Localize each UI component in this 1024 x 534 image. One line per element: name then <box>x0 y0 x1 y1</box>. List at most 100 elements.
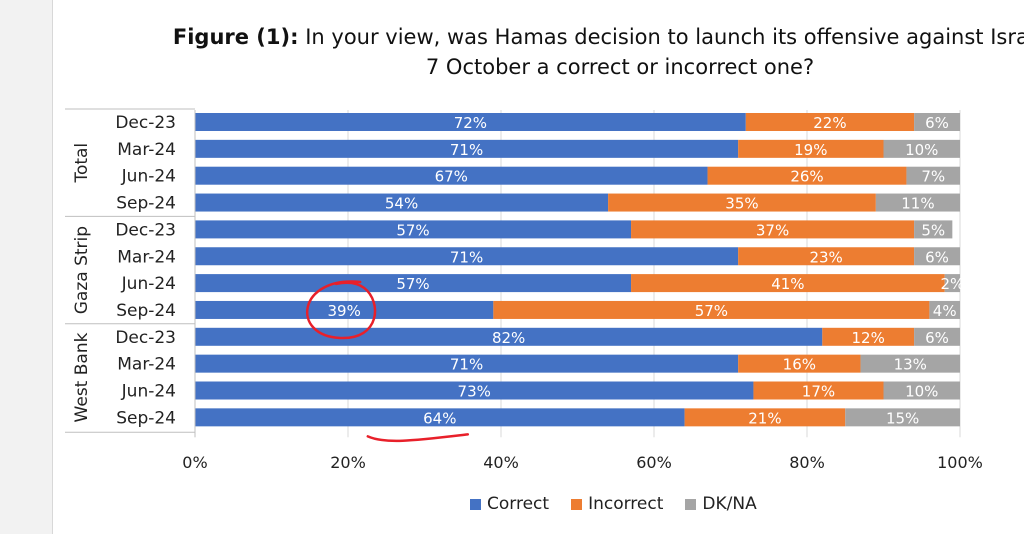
row-label: Sep-24 <box>116 408 176 428</box>
row-label: Sep-24 <box>116 301 176 321</box>
bar-segment-incorrect <box>493 300 930 319</box>
title-line-1: Figure (1): In your view, was Hamas deci… <box>120 22 1024 52</box>
bar-segment-incorrect <box>707 166 907 185</box>
bar-segment-incorrect <box>745 113 915 131</box>
data-label: 19% <box>794 141 827 159</box>
bar-segment-incorrect <box>684 408 846 427</box>
chart-title: Figure (1): In your view, was Hamas deci… <box>120 22 1024 82</box>
row-label: Dec-23 <box>115 328 176 348</box>
x-tick-label: 100% <box>937 453 983 472</box>
data-label: 67% <box>435 168 468 186</box>
data-label: 57% <box>695 302 728 320</box>
legend-label-correct: Correct <box>487 494 550 514</box>
bar-segment-dkna <box>883 381 960 400</box>
data-label: 15% <box>886 409 919 427</box>
group-label: West Bank <box>72 332 92 422</box>
data-label: 11% <box>901 195 934 213</box>
data-label: 16% <box>783 356 816 374</box>
bar-segment-incorrect <box>753 381 884 400</box>
bar-segment-dkna <box>914 327 960 346</box>
legend-label-incorrect: Incorrect <box>588 494 664 514</box>
data-label: 57% <box>396 221 429 239</box>
row-label: Mar-24 <box>117 355 176 375</box>
legend-swatch-correct <box>470 498 481 510</box>
annotation-circle <box>305 280 377 340</box>
row-label: Jun-24 <box>121 382 176 402</box>
bar-segment-correct <box>195 113 746 131</box>
annotation-underline <box>366 433 470 443</box>
bar-segment-incorrect <box>822 327 915 346</box>
legend: Correct Incorrect DK/NA <box>470 494 757 514</box>
bar-segment-correct <box>195 193 609 212</box>
bar-segment-correct <box>195 300 494 319</box>
bar-segment-dkna <box>944 274 960 293</box>
data-label: 13% <box>894 356 927 374</box>
data-label: 7% <box>921 168 945 186</box>
legend-item-dkna: DK/NA <box>685 494 757 514</box>
row-label: Sep-24 <box>116 194 176 214</box>
data-label: 21% <box>748 409 781 427</box>
data-label: 5% <box>921 221 945 239</box>
title-text-1: In your view, was Hamas decision to laun… <box>305 25 1024 49</box>
data-label: 6% <box>925 248 949 266</box>
group-label: Total <box>72 143 92 184</box>
bar-segment-correct <box>195 274 632 293</box>
data-label: 4% <box>933 302 957 320</box>
data-label: 54% <box>385 195 418 213</box>
data-label: 37% <box>756 221 789 239</box>
row-label: Jun-24 <box>121 274 176 294</box>
data-label: 6% <box>925 329 949 347</box>
bar-segment-dkna <box>875 193 960 212</box>
row-label: Jun-24 <box>121 167 176 187</box>
figure-frame <box>52 0 1024 534</box>
bar-segment-correct <box>195 327 823 346</box>
x-tick-label: 40% <box>483 453 519 472</box>
legend-swatch-dkna <box>685 498 697 510</box>
data-label: 71% <box>450 248 483 266</box>
group-label: Gaza Strip <box>72 226 92 314</box>
bar-segment-incorrect <box>631 274 945 293</box>
bar-segment-correct <box>195 408 685 427</box>
bar-segment-incorrect <box>738 139 884 158</box>
data-label: 72% <box>454 114 487 132</box>
x-tick-label: 80% <box>789 453 825 472</box>
data-label: 26% <box>790 168 823 186</box>
data-label: 57% <box>396 275 429 293</box>
row-label: Mar-24 <box>117 247 176 267</box>
row-label: Mar-24 <box>117 140 176 160</box>
legend-item-correct: Correct <box>470 494 549 514</box>
data-label: 71% <box>450 356 483 374</box>
bar-segment-correct <box>195 220 632 239</box>
legend-swatch-incorrect <box>571 498 583 510</box>
bar-segment-incorrect <box>631 220 915 239</box>
bar-segment-dkna <box>929 300 960 319</box>
data-label: 17% <box>802 383 835 401</box>
data-label: 71% <box>450 141 483 159</box>
legend-item-incorrect: Incorrect <box>571 494 663 514</box>
data-label: 82% <box>492 329 525 347</box>
bar-segment-incorrect <box>738 247 915 266</box>
bar-segment-dkna <box>845 408 960 427</box>
bar-segment-dkna <box>883 139 960 158</box>
row-label: Dec-23 <box>115 113 176 133</box>
x-tick-label: 20% <box>330 453 366 472</box>
data-label: 41% <box>771 275 804 293</box>
bar-segment-correct <box>195 381 754 400</box>
data-label: 22% <box>813 114 846 132</box>
title-line-2: 7 October a correct or incorrect one? <box>425 55 815 79</box>
bar-segment-correct <box>195 166 708 185</box>
x-tick-label: 0% <box>182 453 207 472</box>
data-label: 73% <box>458 383 491 401</box>
bar-segment-dkna <box>914 247 960 266</box>
bar-segment-correct <box>195 354 739 373</box>
data-label: 23% <box>809 248 842 266</box>
bar-segment-dkna <box>914 220 953 239</box>
data-label: 39% <box>328 302 361 320</box>
data-label: 12% <box>852 329 885 347</box>
data-label: 10% <box>905 141 938 159</box>
bar-segment-correct <box>195 247 739 266</box>
data-label: 64% <box>423 409 456 427</box>
bar-segment-incorrect <box>738 354 861 373</box>
bar-segment-dkna <box>906 166 960 185</box>
